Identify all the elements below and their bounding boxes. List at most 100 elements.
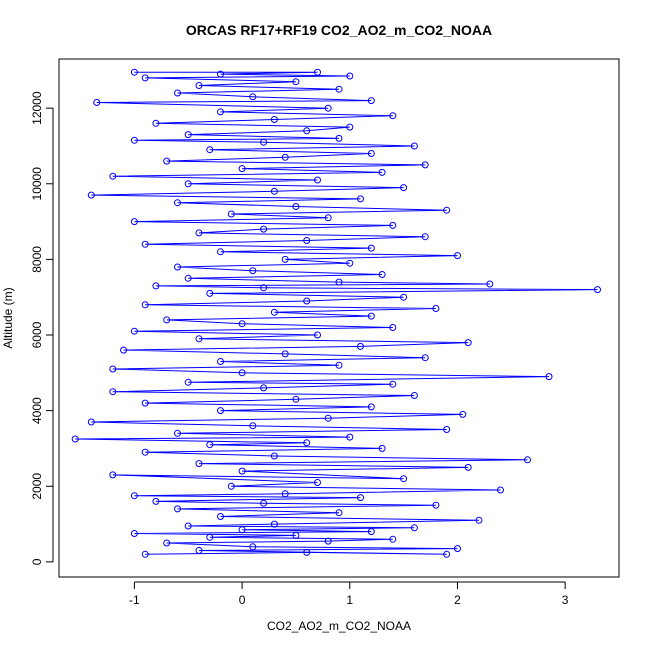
data-point — [421, 354, 429, 362]
data-point — [130, 530, 138, 537]
data-point — [314, 331, 321, 339]
data-point — [270, 452, 278, 460]
data-point — [314, 479, 321, 486]
data-point — [130, 68, 138, 76]
data-point — [357, 195, 364, 203]
data-point — [378, 271, 386, 278]
data-point — [324, 414, 332, 422]
data-point — [367, 97, 375, 105]
data-point — [217, 358, 224, 365]
data-point — [389, 112, 397, 120]
y-tick-label: 0 — [30, 558, 44, 565]
series-lines — [75, 71, 598, 555]
data-point — [184, 522, 192, 530]
data-point — [594, 286, 601, 294]
x-tick-label: 1 — [346, 593, 353, 607]
data-point — [227, 482, 235, 490]
data-point — [524, 456, 531, 464]
data-point — [152, 497, 160, 505]
data-point — [400, 184, 408, 192]
data-point — [195, 229, 203, 237]
data-point — [389, 324, 397, 331]
data-point — [152, 282, 160, 290]
data-point — [292, 395, 300, 403]
data-point — [249, 93, 257, 101]
data-point — [314, 176, 321, 184]
data-point — [163, 539, 171, 547]
data-point — [87, 418, 95, 426]
data-point — [195, 547, 203, 554]
data-point — [163, 316, 171, 324]
data-point — [217, 70, 224, 78]
data-point — [357, 494, 364, 502]
data-point — [184, 180, 192, 188]
data-point — [378, 444, 386, 452]
data-point — [335, 278, 343, 286]
data-point — [109, 471, 117, 479]
data-point — [367, 403, 375, 411]
data-point — [367, 150, 375, 157]
data-point — [206, 146, 214, 154]
data-point — [454, 545, 461, 553]
data-point — [174, 199, 181, 207]
data-point — [389, 535, 397, 543]
data-point — [464, 463, 472, 471]
x-tick-label: 3 — [562, 593, 569, 607]
data-point — [109, 388, 117, 396]
data-point — [141, 301, 149, 309]
data-point — [324, 214, 332, 222]
data-point — [238, 467, 246, 475]
x-axis: -1 0 1 2 3 — [129, 581, 569, 607]
series-line — [75, 71, 598, 555]
data-point — [227, 210, 235, 218]
data-point — [303, 237, 311, 244]
data-point — [184, 378, 192, 386]
data-point — [130, 327, 138, 335]
data-point — [195, 82, 203, 89]
data-point — [195, 460, 203, 468]
data-point — [270, 116, 278, 123]
data-point — [443, 550, 451, 558]
data-point — [130, 136, 138, 144]
plot-frame — [58, 58, 620, 578]
data-point — [303, 548, 311, 556]
data-point — [93, 99, 101, 106]
data-point — [184, 274, 192, 282]
data-point — [174, 263, 181, 271]
data-point — [174, 505, 181, 513]
data-point — [292, 531, 300, 539]
data-point — [292, 78, 300, 86]
data-point — [497, 486, 504, 494]
y-tick-label: 12000 — [30, 91, 44, 125]
data-point — [249, 422, 257, 430]
data-point — [421, 233, 429, 241]
data-point — [130, 218, 138, 226]
data-point — [459, 410, 467, 418]
chart-title: ORCAS RF17+RF19 CO2_AO2_m_CO2_NOAA — [186, 22, 492, 38]
data-point — [432, 501, 440, 509]
data-point — [152, 119, 160, 127]
data-point — [346, 259, 354, 267]
data-point — [281, 255, 289, 263]
y-tick-label: 10000 — [30, 167, 44, 201]
data-point — [324, 537, 332, 545]
data-point — [174, 429, 181, 437]
x-tick-label: 2 — [454, 593, 461, 607]
data-point — [410, 142, 418, 150]
x-tick-label: 0 — [239, 593, 246, 607]
data-point — [475, 516, 483, 524]
data-point — [184, 131, 192, 139]
data-point — [346, 72, 354, 80]
data-point — [206, 533, 214, 541]
data-point — [238, 165, 246, 173]
data-point — [443, 426, 451, 433]
data-point — [303, 297, 311, 305]
data-point — [141, 399, 149, 407]
data-point — [400, 475, 408, 483]
data-point — [400, 293, 408, 301]
data-point — [260, 499, 268, 507]
data-point — [454, 252, 461, 260]
data-point — [314, 68, 321, 76]
data-point — [335, 361, 343, 369]
